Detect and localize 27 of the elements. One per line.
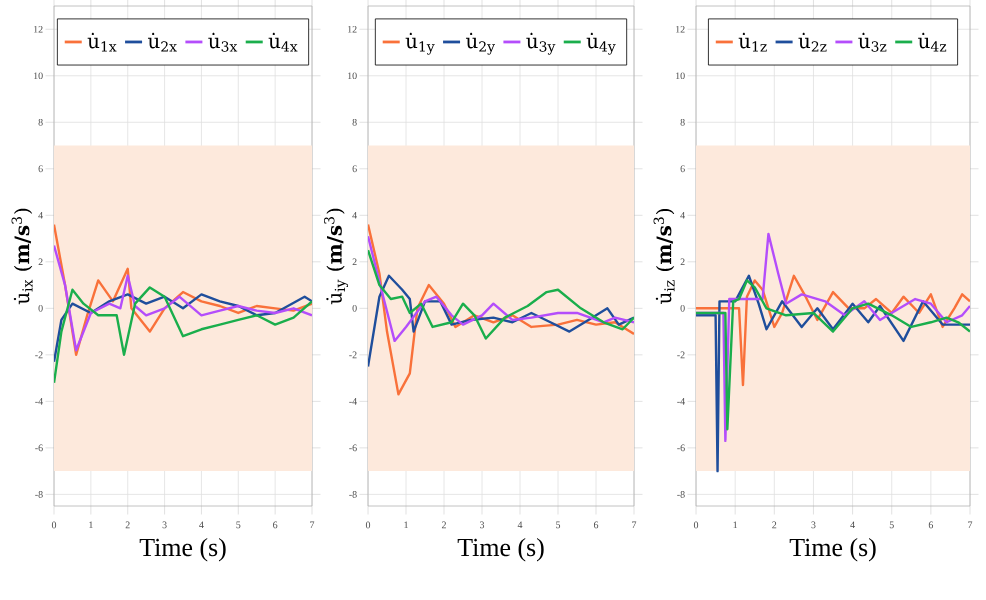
line-series [368,274,634,368]
legend-label: u̇$_{3z}$ [858,32,887,52]
legend-label: u̇$_{3x}$ [208,32,238,52]
y-axis-title: u̇$_{iz}$ (m/s$^{3}$) [653,209,675,304]
x-axis-title: Time (s) [457,537,544,562]
legend-label: u̇$_{1z}$ [738,32,767,52]
y-axis-title: u̇$_{ix}$ (m/s$^{3}$) [11,208,33,305]
line-series [54,286,312,384]
x-axis-title: Time (s) [789,537,876,562]
legend-label: u̇$_{2x}$ [147,32,177,52]
legend-label: u̇$_{3y}$ [526,32,556,55]
line-series [54,244,312,352]
y-axis-title: u̇$_{iy}$ (m/s$^{3}$) [323,208,349,305]
line-series [696,274,971,387]
legend-label: u̇$_{4z}$ [918,32,947,52]
legend-label: u̇$_{2y}$ [465,32,495,55]
legend-label: u̇$_{4x}$ [268,32,298,52]
line-series [54,293,312,364]
line-series [54,223,312,357]
line-series [696,274,971,473]
line-series [696,279,971,431]
legend-label: u̇$_{2z}$ [798,32,827,52]
line-series [368,223,634,396]
x-axis-title: Time (s) [139,537,226,562]
legend-label: u̇$_{1y}$ [405,32,435,55]
legend-label: u̇$_{4y}$ [586,32,616,55]
legend-label: u̇$_{1x}$ [87,32,117,52]
